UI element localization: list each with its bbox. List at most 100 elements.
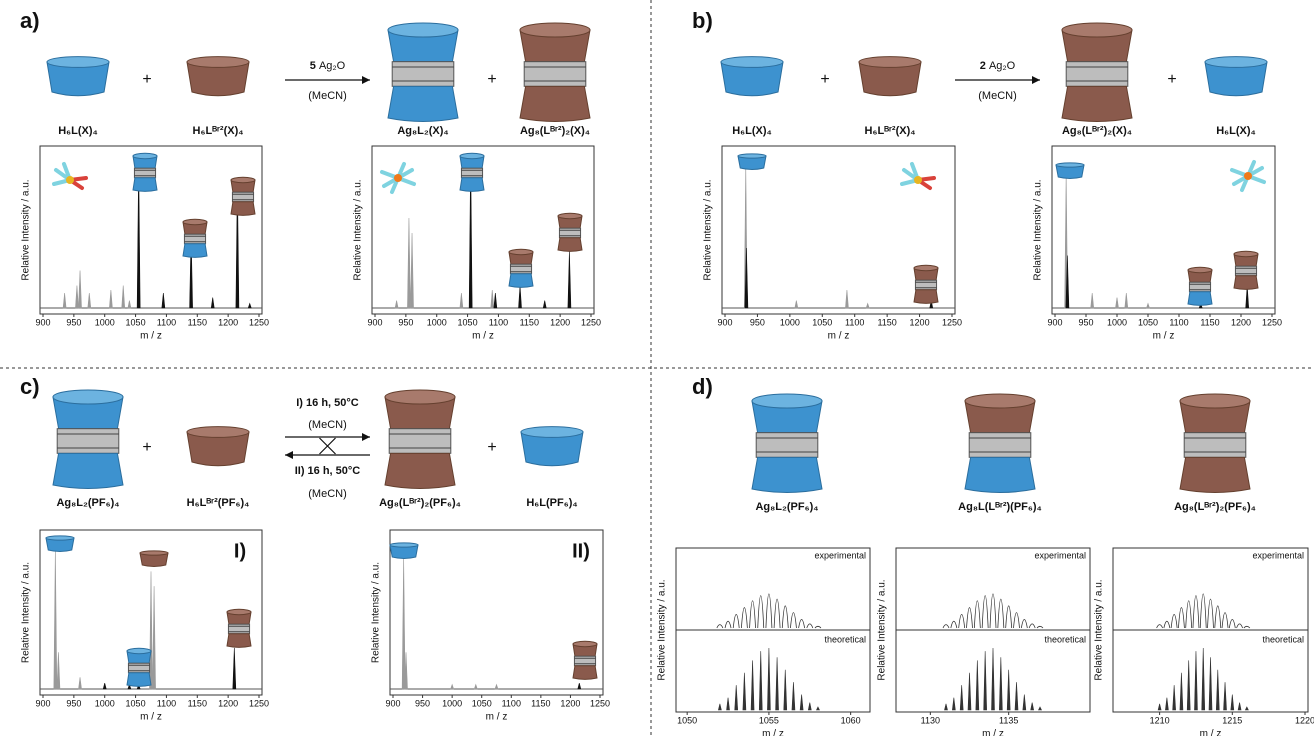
cage-bottom (557, 237, 583, 252)
peak (734, 685, 739, 711)
cage-rim (557, 212, 583, 220)
cage-band (1188, 281, 1212, 293)
y-axis-label: Relative Intensity / a.u. (21, 179, 32, 280)
peak (493, 292, 498, 309)
peak (1186, 660, 1191, 711)
peak (983, 651, 987, 711)
peak (494, 683, 499, 690)
peak (109, 289, 113, 309)
x-tick-label: 1200 (560, 698, 580, 708)
x-axis-label: m / z (762, 729, 784, 736)
x-tick-label: 1060 (841, 715, 861, 725)
y-axis-label: Relative Intensity / a.u. (371, 562, 382, 663)
x-tick-label: 1250 (942, 317, 962, 327)
peak (750, 660, 755, 711)
peak (121, 285, 126, 309)
spectrum-frame (1051, 145, 1276, 315)
x-tick-label: 1200 (1231, 317, 1251, 327)
peak (235, 180, 240, 309)
solvent: (MeCN) (308, 90, 347, 102)
peak (815, 706, 820, 711)
x-tick-label: 1250 (249, 698, 269, 708)
x-axis-label: m / z (486, 712, 508, 723)
spectrum-frame (39, 529, 263, 696)
x-tick-label: 1130 (921, 715, 940, 725)
cage-band (183, 233, 207, 245)
peak (394, 300, 399, 309)
cage-bottom (572, 665, 598, 680)
plus-sign: + (1167, 71, 1176, 88)
cup-rim (737, 153, 767, 159)
cage-band (388, 428, 452, 454)
cage-rim (519, 22, 591, 38)
reagent-count: 5 (310, 60, 319, 72)
peak (967, 672, 972, 711)
cage-rim (1187, 266, 1213, 274)
cage-bottom (387, 85, 459, 122)
anion-center (914, 176, 922, 184)
condition: I) 16 h, 50°C (296, 397, 359, 409)
x-axis-label: m / z (982, 729, 1004, 736)
peak (542, 300, 547, 309)
cup-rim (186, 426, 250, 438)
trace-label: theoretical (1262, 634, 1304, 644)
peak (87, 292, 92, 309)
peak (1165, 697, 1169, 711)
peak (75, 285, 79, 309)
cage-band (231, 191, 255, 203)
cage-rim (1179, 393, 1251, 409)
cage-band (460, 167, 484, 179)
arrow-head (362, 76, 370, 84)
peak (1194, 651, 1198, 711)
peak (799, 694, 804, 711)
cup-rim (858, 56, 922, 68)
peak (966, 607, 973, 629)
cage-band (227, 623, 251, 635)
peak (950, 620, 958, 629)
peak (1006, 669, 1011, 711)
x-tick-label: 1050 (458, 317, 478, 327)
reagent: 5 Ag₂O (310, 60, 346, 72)
peak (62, 292, 67, 309)
species-label: Ag₈(Lᴮʳ²)₂(PF₆)₄ (1174, 501, 1256, 513)
peak (136, 162, 141, 309)
cage-bottom (230, 201, 256, 216)
peak (740, 607, 748, 629)
peak (152, 586, 156, 690)
peak (1243, 625, 1251, 629)
x-tick-label: 1250 (249, 317, 269, 327)
peak (1065, 255, 1070, 309)
cage-rim (1061, 22, 1133, 38)
x-tick-label: 1150 (877, 317, 896, 327)
cup-rim (520, 426, 584, 438)
x-tick-label: 1200 (218, 317, 238, 327)
peak (958, 613, 966, 629)
peak (468, 157, 473, 309)
cup-body (139, 552, 169, 567)
peak (790, 612, 797, 629)
peak (410, 232, 414, 309)
x-tick-label: 1150 (1200, 317, 1219, 327)
peak (1245, 285, 1250, 309)
cage-band (914, 279, 938, 291)
peak (78, 270, 82, 309)
peak (944, 703, 948, 711)
cage-bottom (508, 273, 534, 288)
x-axis-label: m / z (828, 331, 850, 342)
cage-band (1065, 61, 1129, 87)
peak (1237, 702, 1242, 711)
cage-bottom (1179, 456, 1251, 493)
peak (1185, 600, 1193, 629)
cage-bottom (1187, 291, 1213, 306)
x-tick-label: 1050 (1138, 317, 1158, 327)
peak (210, 297, 215, 309)
x-tick-label: 1150 (188, 317, 207, 327)
peak (459, 292, 464, 309)
cage-rim (387, 22, 459, 38)
x-axis-label: m / z (1200, 729, 1222, 736)
peak (951, 697, 956, 711)
trace-label: theoretical (824, 634, 866, 644)
panel-label: c) (20, 374, 40, 399)
peak (567, 250, 572, 309)
peak (757, 595, 765, 629)
